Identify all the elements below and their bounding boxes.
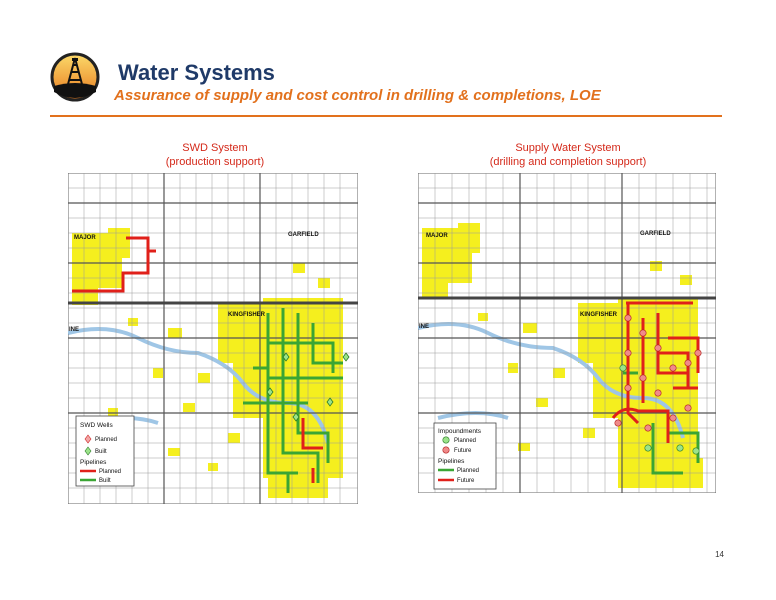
page-subtitle: Assurance of supply and cost control in … [114, 87, 601, 104]
county-labels: MAJOR GARFIELD KINGFISHER INE [419, 231, 671, 330]
county-labels: MAJOR GARFIELD KINGFISHER INE [69, 232, 319, 333]
county-label-major: MAJOR [426, 233, 448, 239]
supply-water-map: MAJOR GARFIELD KINGFISHER INE Impoundmen… [418, 173, 716, 493]
planned-impoundments [619, 364, 700, 455]
built-pipelines [243, 308, 343, 493]
county-label-garfield: GARFIELD [288, 232, 319, 238]
page-title: Water Systems [118, 60, 275, 85]
swd-well-markers [266, 352, 350, 422]
county-label-ine: INE [419, 324, 429, 330]
page-number: 14 [715, 550, 724, 559]
acreage-blocks [72, 228, 343, 498]
county-label-kingfisher: KINGFISHER [580, 312, 618, 318]
legend-wells-title: SWD Wells [80, 422, 113, 429]
legend-wells-built: Built [95, 449, 107, 455]
header-divider [50, 115, 722, 117]
future-impoundment-icon [442, 446, 450, 454]
planned-impoundment-icon [442, 436, 450, 444]
swd-system-caption: SWD System (production support) [70, 141, 360, 169]
planned-pipelines [72, 236, 323, 483]
supply-caption-title: Supply Water System [515, 142, 621, 154]
supply-caption-subtitle: (drilling and completion support) [489, 156, 647, 168]
county-label-garfield: GARFIELD [640, 231, 671, 237]
legend-wells-planned: Planned [95, 437, 117, 443]
township-grid [68, 173, 358, 504]
legend-pipelines-future: Future [457, 478, 475, 484]
future-impoundments [614, 314, 702, 432]
swd-system-map: MAJOR GARFIELD KINGFISHER INE SWD Wells … [68, 173, 358, 504]
county-label-kingfisher: KINGFISHER [228, 312, 266, 318]
legend-pipelines-title: Pipelines [438, 458, 465, 465]
county-label-ine: INE [69, 327, 79, 333]
legend-pipelines-planned: Planned [457, 468, 479, 474]
planned-well-icon [84, 434, 92, 444]
supply-water-caption: Supply Water System (drilling and comple… [418, 141, 718, 169]
legend-pipelines-title: Pipelines [80, 459, 107, 466]
legend-impound-title: Impoundments [438, 428, 482, 435]
oil-derrick-logo-icon [50, 52, 100, 102]
legend-pipelines-planned: Planned [99, 469, 121, 475]
supply-legend: Impoundments Planned Future Pipelines Pl… [433, 422, 497, 490]
legend-impound-planned: Planned [454, 438, 476, 444]
township-grid [418, 173, 716, 493]
legend-impound-future: Future [454, 448, 472, 454]
county-label-major: MAJOR [74, 235, 96, 241]
built-well-icon [84, 446, 92, 456]
swd-caption-title: SWD System [182, 142, 248, 154]
legend-pipelines-built: Built [99, 478, 111, 484]
swd-caption-subtitle: (production support) [165, 156, 265, 168]
swd-legend: SWD Wells Planned Built Pipelines Planne… [75, 415, 135, 487]
